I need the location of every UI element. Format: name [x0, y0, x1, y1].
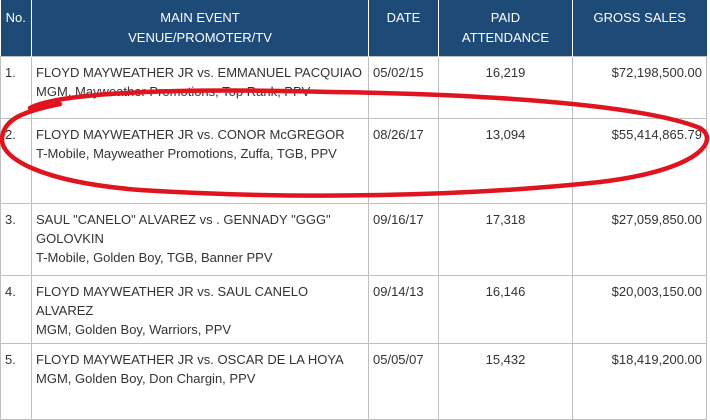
event-date: 05/05/07	[368, 343, 439, 420]
header-attendance: PAID ATTENDANCE	[438, 0, 573, 57]
table-row: 5. FLOYD MAYWEATHER JR vs. OSCAR DE LA H…	[0, 343, 707, 420]
header-gross-sales: GROSS SALES	[572, 0, 707, 57]
event-date: 05/02/15	[368, 56, 439, 119]
row-number: 2.	[0, 118, 32, 204]
gross-sales: $55,414,865.79	[572, 118, 707, 204]
table-row: 3. SAUL "CANELO" ALVAREZ vs . GENNADY "G…	[0, 203, 707, 276]
event-cell: FLOYD MAYWEATHER JR vs. SAUL CANELO ALVA…	[31, 275, 369, 344]
event-venue: T-Mobile, Golden Boy, TGB, Banner PPV	[36, 250, 273, 265]
paid-attendance: 17,318	[438, 203, 573, 276]
event-date: 08/26/17	[368, 118, 439, 204]
event-venue: T-Mobile, Mayweather Promotions, Zuffa, …	[36, 146, 337, 161]
row-number: 1.	[0, 56, 32, 119]
event-title: FLOYD MAYWEATHER JR vs. CONOR McGREGOR	[36, 127, 345, 142]
row-number: 3.	[0, 203, 32, 276]
table-header-row: No. MAIN EVENT VENUE/PROMOTER/TV DATE PA…	[0, 0, 707, 57]
table-row: 1. FLOYD MAYWEATHER JR vs. EMMANUEL PACQ…	[0, 56, 707, 119]
paid-attendance: 16,146	[438, 275, 573, 344]
event-cell: FLOYD MAYWEATHER JR vs. OSCAR DE LA HOYA…	[31, 343, 369, 420]
gross-sales: $27,059,850.00	[572, 203, 707, 276]
header-main-event: MAIN EVENT VENUE/PROMOTER/TV	[31, 0, 369, 57]
row-number: 4.	[0, 275, 32, 344]
header-attendance-label: ATTENDANCE	[461, 30, 550, 45]
gross-sales: $20,003,150.00	[572, 275, 707, 344]
table-row: 2. FLOYD MAYWEATHER JR vs. CONOR McGREGO…	[0, 118, 707, 204]
event-title: FLOYD MAYWEATHER JR vs. SAUL CANELO ALVA…	[36, 284, 309, 318]
event-cell: FLOYD MAYWEATHER JR vs. CONOR McGREGOR T…	[31, 118, 369, 204]
event-venue: MGM, Mayweather Promotions, Top Rank, PP…	[36, 84, 311, 99]
event-cell: FLOYD MAYWEATHER JR vs. EMMANUEL PACQUIA…	[31, 56, 369, 119]
header-no: No.	[0, 0, 32, 57]
header-main-event-label: MAIN EVENT	[160, 10, 240, 25]
header-venue-label: VENUE/PROMOTER/TV	[128, 30, 272, 45]
event-date: 09/16/17	[368, 203, 439, 276]
gross-sales: $72,198,500.00	[572, 56, 707, 119]
header-date: DATE	[368, 0, 439, 57]
paid-attendance: 13,094	[438, 118, 573, 204]
event-date: 09/14/13	[368, 275, 439, 344]
event-title: FLOYD MAYWEATHER JR vs. OSCAR DE LA HOYA	[36, 352, 344, 367]
event-title: SAUL "CANELO" ALVAREZ vs . GENNADY "GGG"…	[36, 212, 331, 246]
event-title: FLOYD MAYWEATHER JR vs. EMMANUEL PACQUIA…	[36, 65, 362, 80]
table-row: 4. FLOYD MAYWEATHER JR vs. SAUL CANELO A…	[0, 275, 707, 344]
event-venue: MGM, Golden Boy, Warriors, PPV	[36, 322, 232, 337]
row-number: 5.	[0, 343, 32, 420]
header-paid-label: PAID	[490, 10, 521, 25]
paid-attendance: 15,432	[438, 343, 573, 420]
event-cell: SAUL "CANELO" ALVAREZ vs . GENNADY "GGG"…	[31, 203, 369, 276]
paid-attendance: 16,219	[438, 56, 573, 119]
event-venue: MGM, Golden Boy, Don Chargin, PPV	[36, 371, 256, 386]
gross-sales: $18,419,200.00	[572, 343, 707, 420]
